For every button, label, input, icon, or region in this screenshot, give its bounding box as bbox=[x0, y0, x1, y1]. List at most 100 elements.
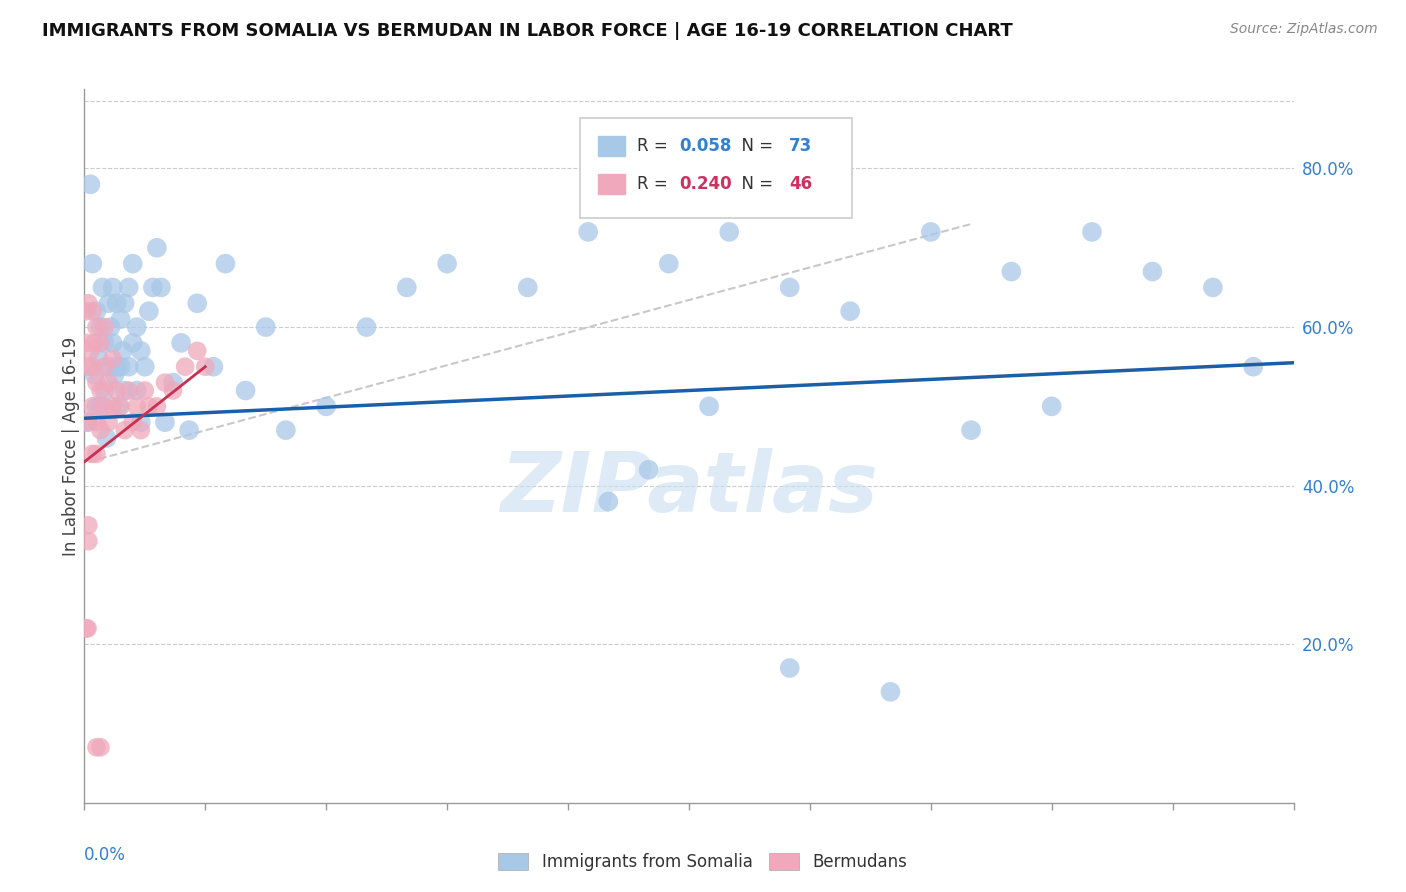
Text: N =: N = bbox=[731, 175, 779, 193]
Point bbox=[86, 320, 108, 334]
Point bbox=[89, 423, 111, 437]
Text: 46: 46 bbox=[789, 175, 813, 193]
Point bbox=[576, 225, 599, 239]
Point bbox=[79, 178, 101, 192]
Point bbox=[146, 241, 169, 255]
Point bbox=[637, 463, 659, 477]
Point bbox=[105, 384, 128, 398]
Point bbox=[153, 415, 176, 429]
Text: R =: R = bbox=[637, 137, 673, 155]
Point bbox=[89, 320, 111, 334]
Point bbox=[87, 351, 110, 366]
Point bbox=[356, 320, 378, 334]
Point bbox=[153, 376, 176, 390]
Point bbox=[101, 400, 124, 414]
Point bbox=[77, 359, 100, 374]
Point bbox=[129, 343, 152, 358]
Text: N =: N = bbox=[731, 137, 779, 155]
Point bbox=[170, 335, 193, 350]
Point bbox=[960, 423, 983, 437]
Point bbox=[76, 335, 98, 350]
Point bbox=[97, 415, 120, 429]
Point bbox=[395, 280, 418, 294]
Point bbox=[104, 368, 127, 382]
Point bbox=[105, 296, 128, 310]
Point bbox=[111, 343, 134, 358]
Point bbox=[598, 494, 620, 508]
Point bbox=[125, 320, 148, 334]
Text: 73: 73 bbox=[789, 137, 813, 155]
Point bbox=[1040, 400, 1063, 414]
FancyBboxPatch shape bbox=[599, 174, 624, 194]
Point bbox=[129, 415, 152, 429]
Point bbox=[138, 304, 160, 318]
Point bbox=[121, 257, 143, 271]
Point bbox=[146, 400, 169, 414]
Point bbox=[142, 280, 165, 294]
Point bbox=[118, 359, 141, 374]
Point bbox=[93, 320, 115, 334]
Point bbox=[79, 343, 101, 358]
Point bbox=[118, 280, 141, 294]
Point bbox=[93, 384, 115, 398]
Point bbox=[1081, 225, 1104, 239]
Point bbox=[114, 296, 136, 310]
Point bbox=[839, 304, 862, 318]
Point bbox=[86, 740, 108, 755]
Y-axis label: In Labor Force | Age 16-19: In Labor Force | Age 16-19 bbox=[62, 336, 80, 556]
Point bbox=[77, 534, 100, 549]
Point bbox=[101, 351, 124, 366]
Point bbox=[1142, 264, 1164, 278]
Point bbox=[254, 320, 277, 334]
Point bbox=[76, 415, 98, 429]
FancyBboxPatch shape bbox=[581, 118, 852, 218]
Point bbox=[134, 359, 156, 374]
Point bbox=[179, 423, 201, 437]
Point bbox=[920, 225, 942, 239]
Point bbox=[101, 280, 124, 294]
Point bbox=[93, 335, 115, 350]
Point bbox=[110, 359, 132, 374]
Point bbox=[89, 335, 111, 350]
Point bbox=[89, 400, 111, 414]
Point bbox=[97, 376, 120, 390]
Text: ZIPatlas: ZIPatlas bbox=[501, 449, 877, 529]
Point bbox=[86, 376, 108, 390]
Point bbox=[202, 359, 225, 374]
Point bbox=[86, 400, 108, 414]
Point bbox=[114, 423, 136, 437]
Point bbox=[697, 400, 720, 414]
Text: 0.240: 0.240 bbox=[679, 175, 733, 193]
Point bbox=[77, 518, 100, 533]
Point bbox=[93, 359, 115, 374]
Point bbox=[658, 257, 681, 271]
Point bbox=[315, 400, 337, 414]
Point bbox=[436, 257, 458, 271]
Point bbox=[86, 447, 108, 461]
Point bbox=[93, 400, 115, 414]
Point bbox=[516, 280, 538, 294]
Point bbox=[96, 431, 118, 445]
Point bbox=[779, 280, 801, 294]
Point bbox=[134, 384, 156, 398]
Point bbox=[83, 368, 105, 382]
Point bbox=[86, 304, 108, 318]
Point bbox=[121, 415, 143, 429]
Point bbox=[718, 225, 741, 239]
Point bbox=[138, 400, 160, 414]
FancyBboxPatch shape bbox=[599, 136, 624, 156]
Point bbox=[75, 304, 97, 318]
Text: IMMIGRANTS FROM SOMALIA VS BERMUDAN IN LABOR FORCE | AGE 16-19 CORRELATION CHART: IMMIGRANTS FROM SOMALIA VS BERMUDAN IN L… bbox=[42, 22, 1012, 40]
Text: 0.0%: 0.0% bbox=[84, 846, 127, 863]
Point bbox=[82, 447, 104, 461]
Point bbox=[107, 400, 129, 414]
Point bbox=[83, 335, 105, 350]
Legend: Immigrants from Somalia, Bermudans: Immigrants from Somalia, Bermudans bbox=[491, 845, 915, 880]
Point bbox=[114, 384, 136, 398]
Point bbox=[1000, 264, 1022, 278]
Text: 0.058: 0.058 bbox=[679, 137, 731, 155]
Point bbox=[97, 359, 120, 374]
Point bbox=[235, 384, 257, 398]
Point bbox=[76, 621, 98, 635]
Point bbox=[97, 296, 120, 310]
